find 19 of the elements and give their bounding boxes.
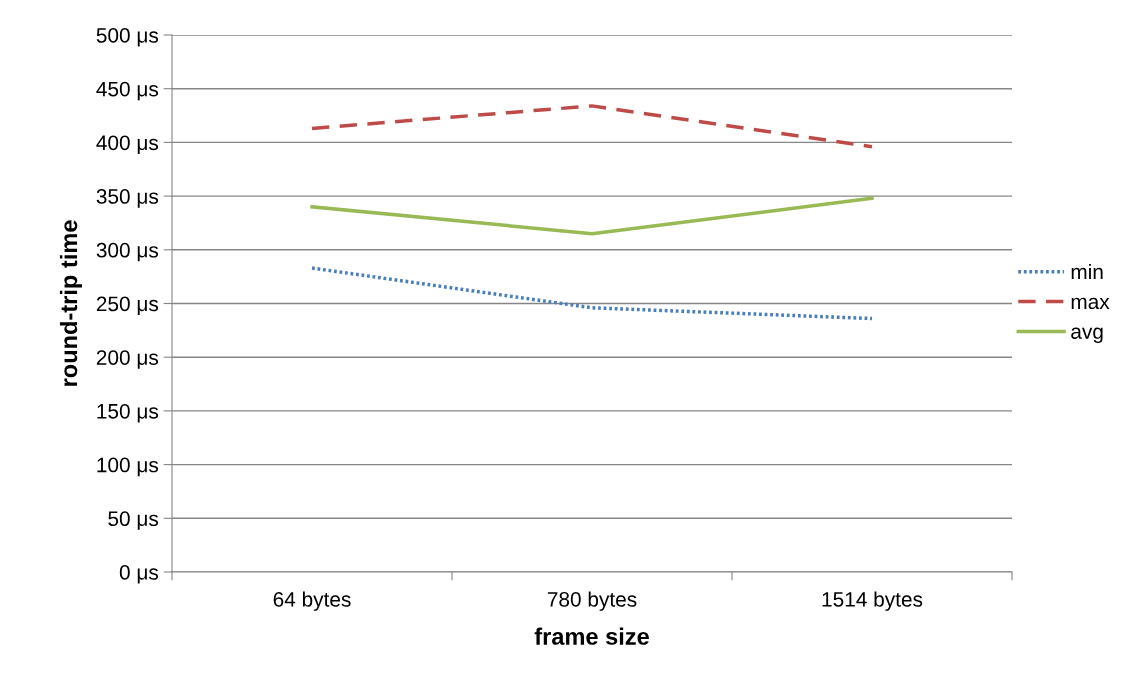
x-tick-label: 1514 bytes [822, 591, 923, 611]
y-tick-label: 100 μs [97, 457, 159, 477]
y-tick-label: 200 μs [96, 350, 159, 369]
y-tick-label: 250 μs [96, 296, 159, 316]
y-tick-label: 500 μs [96, 28, 159, 47]
y-tick-label: 50 μs [108, 511, 159, 530]
y-tick-label: 350 μs [96, 189, 159, 208]
y-tick-label: 150 μs [97, 403, 159, 423]
x-axis-title: frame size [534, 627, 649, 645]
legend-label: max [1071, 297, 1110, 310]
y-tick-label: 300 μs [96, 242, 159, 262]
y-axis-title: round-trip time [59, 220, 82, 386]
legend-label: avg [1071, 327, 1103, 344]
x-tick-label: 780 bytes [547, 591, 637, 611]
y-tick-label: 400 μs [96, 135, 159, 154]
x-tick-label: 64 bytes [273, 591, 351, 611]
y-tick-label: 0 μs [119, 565, 159, 584]
legend-label: min [1071, 263, 1103, 280]
y-tick-label: 450 μs [96, 81, 159, 101]
